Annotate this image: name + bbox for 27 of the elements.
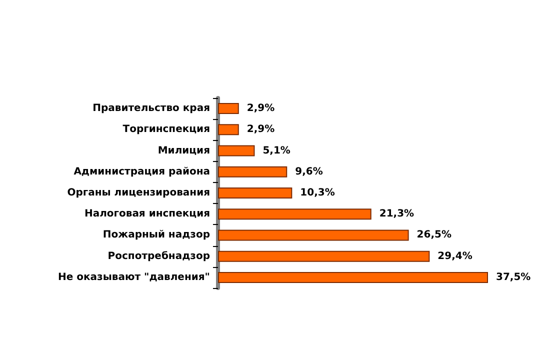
data-label: 2,9% xyxy=(246,103,275,114)
y-tick-label: Администрация района xyxy=(74,166,210,178)
y-tick-label: Органы лицензирования xyxy=(67,188,210,198)
y-tick-label: Милиция xyxy=(158,145,210,156)
bar xyxy=(218,272,488,283)
bar xyxy=(218,124,239,136)
y-tick-label: Торгинспекция xyxy=(122,124,210,136)
data-label: 29,4% xyxy=(438,250,472,262)
y-tick-label: Роспотребнадзор xyxy=(108,250,210,262)
data-label: 26,5% xyxy=(416,230,452,241)
bar xyxy=(218,103,239,114)
data-label: 10,3% xyxy=(300,188,335,198)
bar xyxy=(218,230,409,241)
data-label: 37,5% xyxy=(496,272,531,283)
y-tick-label: Не оказывают "давления" xyxy=(58,272,210,283)
bar xyxy=(218,250,430,262)
y-tick-label: Правительство края xyxy=(92,103,210,114)
data-label: 5,1% xyxy=(262,145,290,156)
data-label: 2,9% xyxy=(246,124,275,136)
bar xyxy=(218,166,288,178)
bar xyxy=(218,208,372,220)
data-label: 9,6% xyxy=(295,166,323,178)
data-label: 21,3% xyxy=(379,208,414,220)
y-tick-label: Пожарный надзор xyxy=(102,230,210,241)
bar xyxy=(218,188,292,198)
y-tick-label: Налоговая инспекция xyxy=(84,208,210,220)
bar xyxy=(218,145,255,156)
